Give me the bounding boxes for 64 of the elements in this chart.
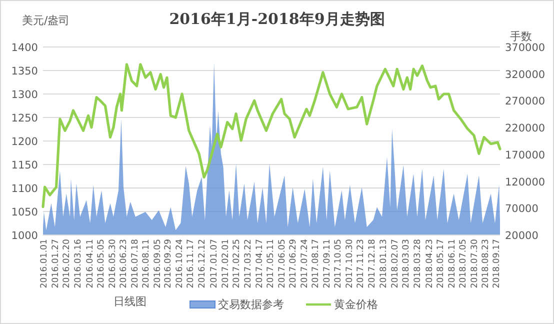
- x-tick-label: 2016.11.17: [186, 239, 196, 288]
- y2-tick-label: 320000: [505, 68, 546, 81]
- x-tick-label: 2017.10.30: [344, 239, 355, 288]
- x-tick-label: 2018.06.11: [447, 239, 458, 288]
- y2-tick-label: 370000: [505, 42, 546, 54]
- x-tick-label: 2018.07.05: [458, 239, 468, 288]
- y2-tick-label: 270000: [505, 96, 546, 108]
- x-tick-label: 2016.09.29: [164, 239, 174, 288]
- y2-tick-label: 120000: [505, 176, 546, 188]
- x-tick-label: 2016.07.18: [130, 239, 140, 288]
- x-tick-label: 2016.12.12: [198, 239, 208, 288]
- x-tick-label: 2016.05.05: [96, 239, 106, 288]
- x-tick-label: 2017.10.05: [333, 239, 344, 288]
- x-tick-label: 2018.01.13: [379, 239, 390, 288]
- y2-tick-label: 20000: [505, 230, 538, 242]
- y2-axis-title: 手数: [510, 30, 532, 43]
- chart-title: 2016年1月-2018年9月走势图: [169, 10, 385, 28]
- x-tick-label: 2018.03.03: [402, 239, 412, 288]
- x-tick-label: 2017.05.11: [266, 239, 276, 288]
- x-tick-label: 2017.06.29: [288, 239, 299, 288]
- legend-label: 交易数据参考: [218, 298, 284, 311]
- y2-tick-label: 170000: [505, 149, 546, 162]
- x-tick-label: 2018.04.23: [424, 239, 435, 288]
- x-tick-label: 2017.07.24: [300, 239, 310, 288]
- y2-tick-label: 220000: [505, 122, 546, 135]
- x-tick-label: 2017.03.22: [243, 239, 254, 288]
- x-tick-label: 2017.01.07: [209, 239, 220, 288]
- y-tick-label: 1300: [11, 89, 38, 101]
- y-tick-label: 1050: [11, 206, 38, 218]
- x-tick-label: 2018.07.30: [470, 239, 480, 288]
- x-tick-label: 2016.01.27: [51, 239, 62, 288]
- x-tick-label: 2016.08.11: [141, 239, 152, 288]
- x-axis-title: 日线图: [114, 295, 146, 308]
- x-tick-label: 2017.06.05: [278, 239, 288, 288]
- y-axis-title: 美元/盎司: [22, 14, 70, 27]
- x-tick-label: 2017.02.01: [220, 239, 231, 288]
- y-tick-label: 1100: [11, 183, 38, 195]
- x-tick-label: 2016.05.30: [108, 239, 118, 288]
- y-tick-label: 1150: [11, 160, 38, 172]
- y-tick-label: 1400: [11, 42, 38, 54]
- y-tick-label: 1200: [11, 136, 38, 148]
- x-tick-label: 2017.11.23: [356, 239, 366, 288]
- y-tick-label: 1000: [11, 230, 38, 242]
- x-tick-label: 2017.04.17: [255, 239, 266, 288]
- y-tick-label: 1350: [11, 66, 38, 78]
- x-tick-label: 2018.02.07: [390, 239, 401, 288]
- x-tick-label: 2018.03.28: [413, 239, 424, 288]
- x-tick-label: 2016.06.23: [118, 239, 129, 288]
- x-tick-label: 2016.02.20: [62, 239, 72, 288]
- y-tick-label: 1250: [11, 112, 38, 124]
- x-tick-label: 2016.01.01: [39, 239, 50, 288]
- x-tick-label: 2018.09.17: [492, 239, 502, 288]
- x-tick-label: 2016.03.16: [74, 239, 84, 288]
- y2-tick-label: 70000: [505, 203, 538, 216]
- x-tick-label: 2016.09.05: [152, 239, 163, 288]
- x-tick-label: 2016.04.11: [86, 239, 96, 288]
- x-tick-label: 2017.02.25: [232, 239, 242, 288]
- x-tick-label: 2018.05.17: [436, 239, 446, 288]
- x-tick-label: 2017.09.11: [322, 239, 332, 288]
- x-tick-label: 2016.10.24: [175, 239, 186, 288]
- x-tick-label: 2018.08.23: [480, 239, 491, 288]
- x-tick-label: 2017.12.18: [367, 239, 378, 288]
- legend-label: 黄金价格: [334, 298, 378, 311]
- x-tick-label: 2017.08.17: [311, 239, 322, 288]
